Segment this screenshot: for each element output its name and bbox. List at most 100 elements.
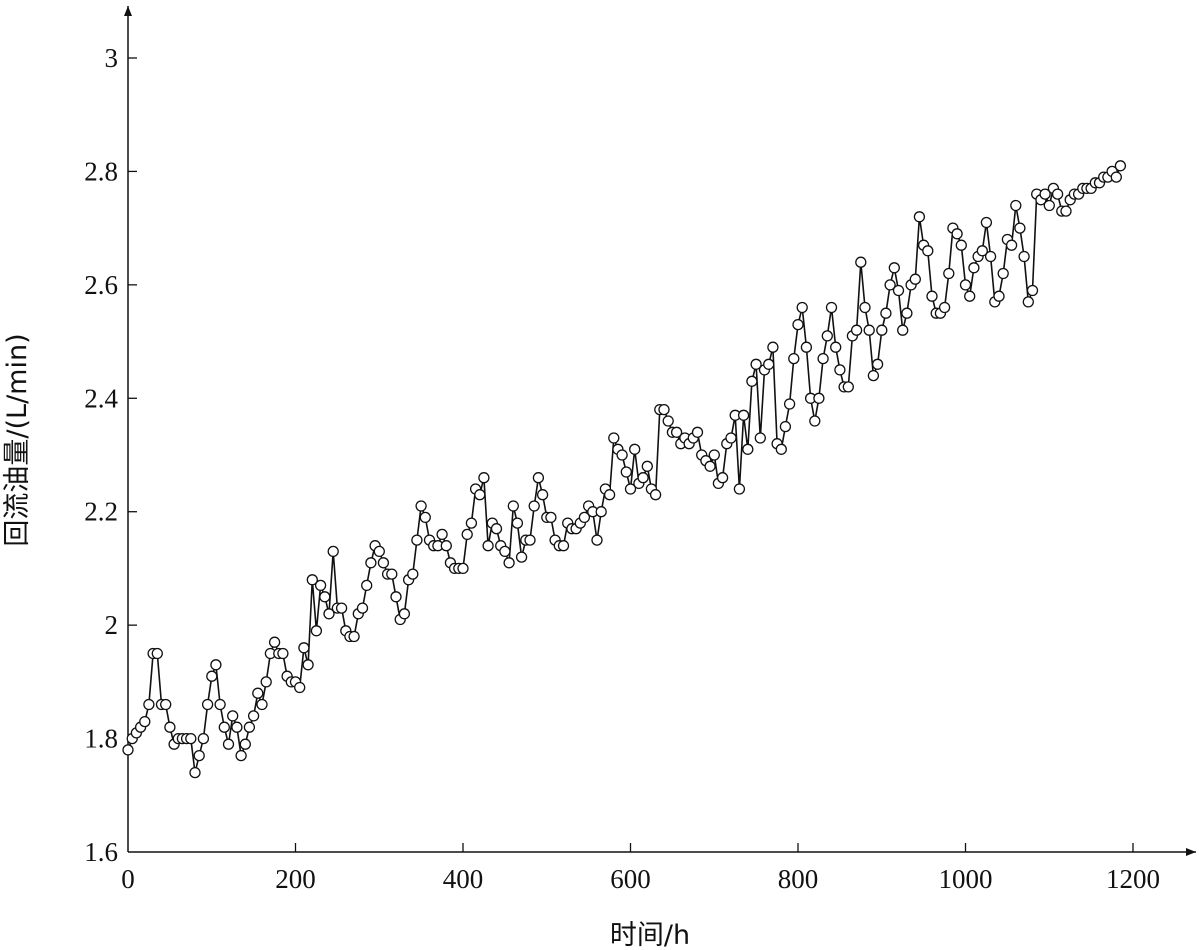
data-point bbox=[306, 574, 318, 586]
x-tick-label: 600 bbox=[610, 864, 651, 894]
data-point bbox=[763, 358, 775, 370]
data-point bbox=[310, 625, 323, 637]
data-point bbox=[595, 506, 607, 518]
data-point bbox=[298, 642, 310, 654]
data-point bbox=[955, 239, 967, 251]
data-point bbox=[143, 698, 155, 711]
data-point bbox=[235, 749, 247, 762]
data-point bbox=[871, 358, 884, 370]
data-point bbox=[792, 318, 804, 331]
data-point bbox=[557, 540, 570, 552]
data-point bbox=[1110, 171, 1122, 183]
data-point bbox=[603, 489, 616, 501]
x-tick-label: 200 bbox=[275, 864, 316, 894]
data-point bbox=[474, 489, 486, 501]
y-tick-label: 2.8 bbox=[84, 156, 118, 186]
data-point bbox=[775, 443, 787, 455]
x-tick-label: 1200 bbox=[1106, 864, 1160, 894]
data-point bbox=[545, 511, 557, 524]
data-point bbox=[863, 324, 875, 336]
data-point bbox=[164, 721, 176, 733]
data-point bbox=[206, 670, 218, 682]
data-point bbox=[750, 358, 762, 370]
y-tick-label: 1.8 bbox=[84, 724, 118, 754]
data-point bbox=[976, 245, 988, 257]
data-point bbox=[193, 749, 205, 762]
data-point bbox=[185, 732, 197, 745]
data-point bbox=[1043, 199, 1055, 212]
y-axis-ticks: 1.6 1.8 2 2.2 2.4 2.6 2.8 3 bbox=[84, 43, 137, 867]
data-point bbox=[796, 301, 808, 314]
x-tick-label: 0 bbox=[121, 864, 135, 894]
data-point bbox=[1026, 284, 1039, 297]
data-point bbox=[386, 568, 398, 580]
data-point bbox=[662, 415, 674, 427]
data-point bbox=[398, 608, 411, 620]
data-point bbox=[624, 483, 637, 495]
y-tick-label: 1.6 bbox=[84, 837, 118, 867]
data-point bbox=[716, 472, 729, 484]
data-point bbox=[909, 273, 921, 285]
data-point bbox=[243, 721, 256, 733]
data-point bbox=[876, 324, 888, 336]
data-point bbox=[160, 698, 172, 711]
data-point bbox=[210, 659, 222, 671]
data-point bbox=[461, 528, 473, 541]
data-point bbox=[1039, 188, 1051, 200]
data-point bbox=[407, 568, 419, 580]
data-point bbox=[1014, 222, 1026, 234]
data-point bbox=[888, 262, 900, 274]
data-point bbox=[834, 364, 846, 376]
data-point bbox=[884, 279, 896, 291]
data-point bbox=[201, 698, 214, 711]
data-point bbox=[616, 449, 628, 461]
data-point bbox=[490, 523, 503, 535]
data-point bbox=[901, 307, 913, 319]
data-point bbox=[779, 420, 792, 433]
y-axis-label: 回流油量/(L/min) bbox=[2, 333, 33, 546]
y-tick-label: 2.2 bbox=[84, 497, 118, 527]
data-point bbox=[880, 307, 892, 319]
data-point bbox=[465, 517, 478, 529]
data-point bbox=[268, 636, 281, 648]
data-point bbox=[365, 557, 377, 569]
data-point bbox=[499, 545, 511, 558]
data-point bbox=[725, 432, 737, 444]
data-point bbox=[524, 534, 536, 546]
y-tick-label: 2.6 bbox=[84, 270, 118, 300]
data-point bbox=[503, 557, 515, 569]
data-point bbox=[239, 738, 251, 750]
data-point bbox=[1051, 188, 1064, 200]
data-point bbox=[809, 415, 821, 427]
data-point bbox=[373, 545, 385, 558]
data-point bbox=[515, 551, 528, 563]
data-point bbox=[511, 517, 524, 529]
data-point bbox=[742, 443, 754, 455]
data-point bbox=[302, 659, 314, 671]
series-points bbox=[122, 160, 1127, 779]
data-point bbox=[754, 432, 766, 444]
data-point bbox=[1022, 296, 1034, 308]
data-point bbox=[938, 301, 951, 314]
data-point bbox=[335, 602, 348, 614]
x-tick-label: 400 bbox=[443, 864, 484, 894]
y-tick-label: 2.4 bbox=[84, 383, 118, 413]
data-point bbox=[591, 534, 603, 546]
data-point bbox=[1060, 205, 1072, 217]
x-axis-ticks: 0 200 400 600 800 1000 1200 bbox=[121, 843, 1160, 894]
data-point bbox=[943, 267, 955, 280]
data-point bbox=[532, 472, 545, 484]
data-point bbox=[993, 290, 1005, 302]
data-point bbox=[817, 352, 829, 365]
data-point bbox=[222, 738, 235, 750]
data-point bbox=[277, 647, 289, 660]
data-point bbox=[926, 290, 938, 302]
data-point bbox=[637, 472, 649, 484]
data-point bbox=[231, 721, 243, 733]
data-point bbox=[842, 381, 854, 393]
data-point bbox=[959, 279, 972, 291]
data-point bbox=[256, 698, 268, 711]
data-point bbox=[670, 426, 683, 438]
data-point bbox=[528, 500, 540, 512]
data-point bbox=[850, 324, 863, 336]
